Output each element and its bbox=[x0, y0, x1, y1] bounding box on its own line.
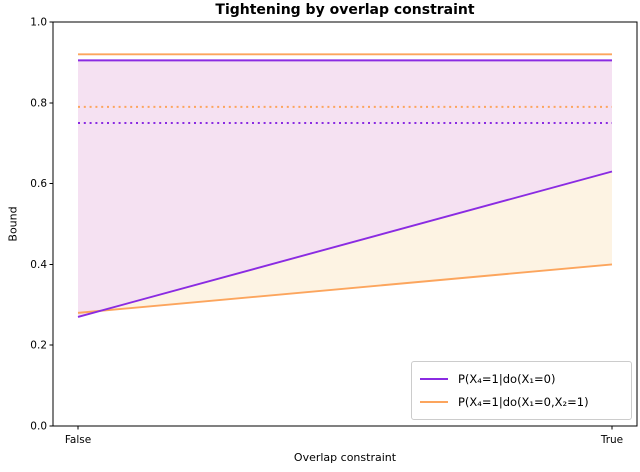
legend-line-sample-purple bbox=[420, 378, 448, 381]
legend-item: P(X₄=1|do(X₁=0,X₂=1) bbox=[420, 395, 623, 409]
legend-item: P(X₄=1|do(X₁=0) bbox=[420, 372, 623, 386]
x-axis-label: Overlap constraint bbox=[293, 451, 397, 464]
y-tick-label: 0.2 bbox=[30, 340, 47, 352]
legend: P(X₄=1|do(X₁=0) P(X₄=1|do(X₁=0,X₂=1) bbox=[411, 361, 632, 420]
chart-title: Tightening by overlap constraint bbox=[215, 2, 475, 18]
y-axis-label: Bound bbox=[6, 206, 20, 242]
y-tick-label: 0.0 bbox=[30, 421, 47, 433]
legend-label: P(X₄=1|do(X₁=0) bbox=[458, 372, 556, 387]
axes-spines bbox=[52, 21, 638, 427]
y-tick-label: 0.6 bbox=[30, 178, 47, 190]
purple-bound-region bbox=[78, 60, 612, 317]
y-tick-label: 1.0 bbox=[30, 17, 47, 29]
y-tick-label: 0.8 bbox=[30, 97, 47, 109]
legend-label: P(X₄=1|do(X₁=0,X₂=1) bbox=[458, 394, 589, 409]
lower-bound-line-purple bbox=[77, 170, 613, 318]
lower-bound-line-orange bbox=[77, 263, 613, 314]
x-tick-label: False bbox=[65, 434, 91, 446]
x-tick-label: True bbox=[600, 434, 623, 446]
legend-line-sample-orange bbox=[420, 400, 448, 403]
y-tick-label: 0.4 bbox=[30, 259, 47, 271]
